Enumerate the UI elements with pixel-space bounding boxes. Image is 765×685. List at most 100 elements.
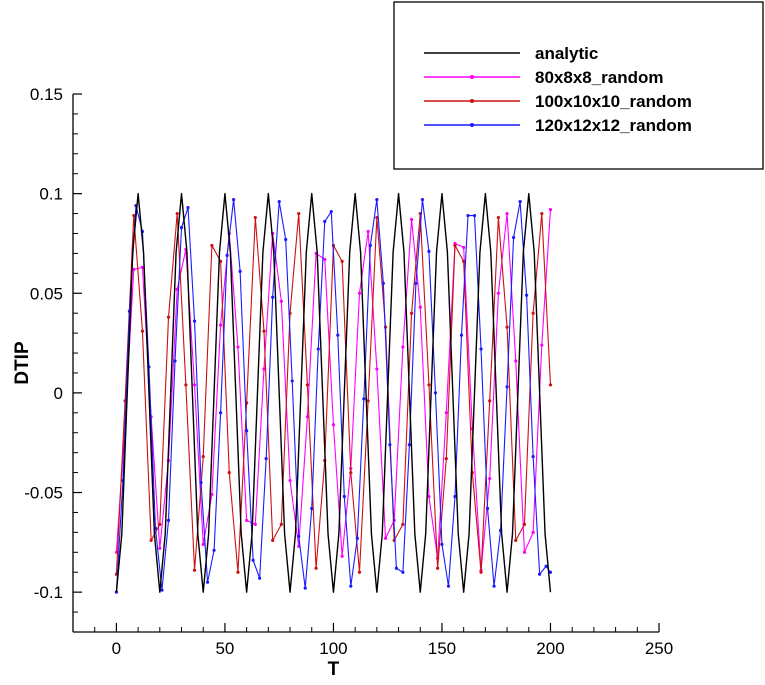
series-point-80x8x8_random bbox=[201, 542, 205, 546]
series-point-120x12x12_random bbox=[238, 269, 242, 273]
series-point-80x8x8_random bbox=[488, 476, 492, 481]
x-tick-label: 50 bbox=[215, 639, 234, 658]
series-point-80x8x8_random bbox=[505, 211, 509, 216]
legend-item: analytic bbox=[424, 44, 598, 63]
series-point-120x12x12_random bbox=[349, 584, 353, 588]
series-point-120x12x12_random bbox=[525, 293, 529, 297]
series-point-80x8x8_random bbox=[236, 345, 240, 349]
plot-area bbox=[114, 192, 553, 594]
series-point-80x8x8_random bbox=[522, 550, 527, 554]
series-point-120x12x12_random bbox=[329, 209, 333, 214]
series-point-100x10x10_random bbox=[253, 215, 257, 220]
series-point-80x8x8_random bbox=[366, 229, 370, 234]
x-tick-label: 200 bbox=[536, 639, 564, 658]
series-point-120x12x12_random bbox=[310, 506, 314, 511]
legend-label: 120x12x12_random bbox=[535, 116, 692, 135]
series-point-80x8x8_random bbox=[140, 265, 145, 269]
series-point-120x12x12_random bbox=[492, 584, 496, 588]
series-point-100x10x10_random bbox=[314, 566, 318, 570]
series-point-120x12x12_random bbox=[368, 243, 372, 248]
legend-label: 100x10x10_random bbox=[535, 92, 692, 111]
series-point-120x12x12_random bbox=[459, 333, 464, 337]
series-point-100x10x10_random bbox=[548, 383, 553, 387]
series-point-120x12x12_random bbox=[453, 494, 457, 499]
series-120x12x12_random bbox=[114, 198, 553, 594]
series-point-120x12x12_random bbox=[407, 443, 412, 447]
series-point-80x8x8_random bbox=[305, 415, 309, 419]
series-point-100x10x10_random bbox=[401, 522, 405, 527]
series-point-120x12x12_random bbox=[271, 295, 275, 299]
series-point-100x10x10_random bbox=[366, 399, 370, 403]
x-tick-label: 250 bbox=[645, 639, 673, 658]
legend-label: 80x8x8_random bbox=[535, 68, 664, 87]
series-point-100x10x10_random bbox=[305, 383, 309, 387]
series-point-120x12x12_random bbox=[258, 576, 262, 580]
series-point-120x12x12_random bbox=[342, 494, 346, 499]
series-point-120x12x12_random bbox=[336, 333, 340, 337]
series-point-80x8x8_random bbox=[340, 554, 344, 558]
series-point-100x10x10_random bbox=[166, 315, 171, 319]
series-point-80x8x8_random bbox=[331, 423, 336, 427]
series-point-100x10x10_random bbox=[496, 215, 500, 220]
series-point-100x10x10_random bbox=[488, 399, 492, 403]
x-tick-label: 100 bbox=[319, 639, 347, 658]
legend-marker bbox=[470, 99, 474, 103]
series-point-120x12x12_random bbox=[179, 225, 184, 230]
legend-marker bbox=[470, 75, 474, 79]
series-point-120x12x12_random bbox=[466, 213, 470, 218]
series-point-120x12x12_random bbox=[544, 564, 548, 568]
y-tick-label: 0 bbox=[54, 384, 63, 403]
x-tick-label: 150 bbox=[428, 639, 456, 658]
series-point-80x8x8_random bbox=[418, 305, 422, 309]
series-100x10x10_random bbox=[114, 211, 553, 576]
series-point-100x10x10_random bbox=[514, 538, 518, 542]
series-point-100x10x10_random bbox=[184, 383, 188, 387]
series-line-80x8x8_random bbox=[115, 209, 552, 571]
series-point-120x12x12_random bbox=[205, 580, 210, 584]
series-point-80x8x8_random bbox=[357, 291, 362, 295]
series-point-100x10x10_random bbox=[349, 470, 353, 475]
series-point-80x8x8_random bbox=[218, 323, 223, 327]
series-point-100x10x10_random bbox=[340, 259, 344, 263]
series-point-80x8x8_random bbox=[132, 267, 136, 271]
series-point-80x8x8_random bbox=[427, 494, 431, 499]
legend-item: 100x10x10_random bbox=[424, 92, 692, 111]
series-point-120x12x12_random bbox=[518, 200, 522, 204]
series-point-80x8x8_random bbox=[462, 245, 466, 250]
series-point-100x10x10_random bbox=[409, 311, 414, 315]
series-point-80x8x8_random bbox=[401, 345, 405, 349]
series-point-120x12x12_random bbox=[414, 281, 418, 285]
series-point-100x10x10_random bbox=[297, 211, 301, 216]
axes: 0 50 100 150 200 250 -0.1 -0.05 0 0.05 0.1 0.15 T DTI… bbox=[12, 85, 673, 680]
series-point-120x12x12_random bbox=[538, 572, 542, 576]
series-point-100x10x10_random bbox=[201, 455, 205, 459]
series-point-80x8x8_random bbox=[210, 492, 214, 497]
legend-box bbox=[393, 1, 764, 170]
series-point-120x12x12_random bbox=[277, 200, 281, 204]
series-point-80x8x8_random bbox=[262, 367, 266, 371]
series-point-120x12x12_random bbox=[160, 588, 164, 592]
series-point-120x12x12_random bbox=[323, 219, 327, 224]
series-line-120x12x12_random bbox=[115, 199, 551, 593]
series-point-100x10x10_random bbox=[436, 566, 440, 570]
series-point-80x8x8_random bbox=[548, 207, 553, 212]
series-point-120x12x12_random bbox=[303, 586, 307, 590]
series-analytic bbox=[115, 192, 552, 593]
legend-item: 80x8x8_random bbox=[424, 68, 664, 87]
series-point-120x12x12_random bbox=[388, 443, 392, 447]
series-point-100x10x10_random bbox=[236, 570, 240, 574]
series-point-120x12x12_random bbox=[485, 506, 490, 511]
series-point-100x10x10_random bbox=[357, 570, 362, 574]
series-point-100x10x10_random bbox=[540, 211, 544, 216]
series-point-120x12x12_random bbox=[440, 542, 444, 546]
y-tick-label: 0.15 bbox=[30, 85, 63, 104]
series-point-80x8x8_random bbox=[409, 217, 414, 222]
y-tick-label: -0.05 bbox=[24, 484, 63, 503]
series-point-80x8x8_random bbox=[279, 299, 283, 303]
y-tick-label: 0.1 bbox=[39, 185, 63, 204]
x-axis-title: T bbox=[328, 659, 340, 680]
series-line-analytic bbox=[115, 192, 552, 593]
series-point-80x8x8_random bbox=[375, 367, 379, 371]
series-point-120x12x12_random bbox=[511, 235, 516, 240]
series-point-80x8x8_random bbox=[253, 522, 257, 527]
